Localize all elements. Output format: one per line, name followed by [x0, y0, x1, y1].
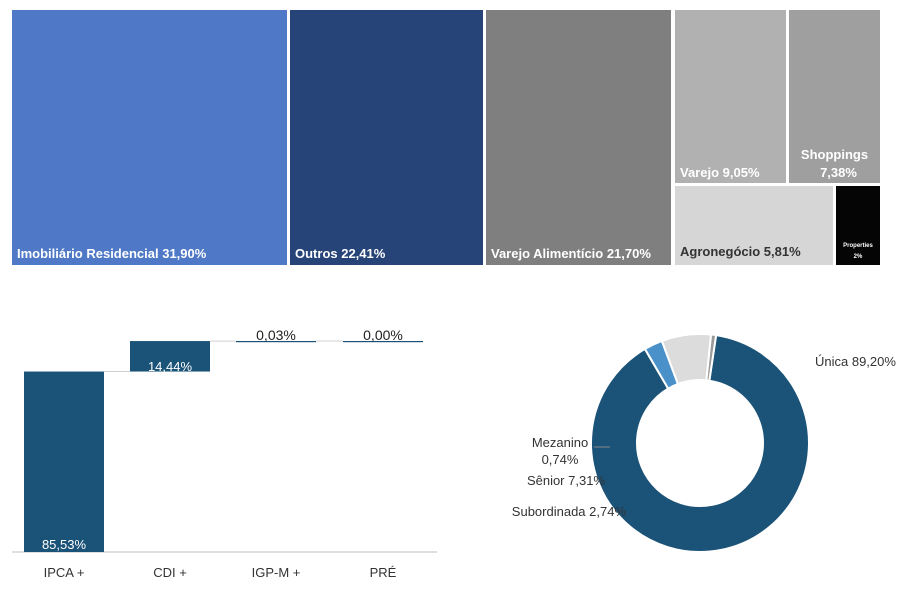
treemap-tile	[675, 186, 833, 265]
treemap-tile	[675, 10, 786, 183]
bar-data-label: 0,00%	[363, 327, 403, 343]
treemap-tile-label: Varejo Alimentício 21,70%	[491, 246, 651, 261]
x-tick-label: PRÉ	[370, 565, 397, 580]
treemap-tile	[789, 10, 880, 183]
waterfall-bar	[130, 341, 210, 372]
treemap-tile-label: Imobiliário Residencial 31,90%	[17, 246, 207, 261]
treemap-tile	[836, 186, 880, 265]
waterfall-bar	[343, 341, 423, 343]
bar-data-label: 85,53%	[42, 537, 87, 552]
treemap-tile	[486, 10, 671, 265]
slice-label: Mezanino	[532, 435, 588, 450]
x-tick-label: CDI +	[153, 565, 187, 580]
donut-slice	[590, 334, 810, 553]
treemap-tile	[290, 10, 483, 265]
waterfall-chart: 85,53% 14,44% 0,03% 0,00% IPCA + CDI + IGP-M +…	[12, 327, 437, 580]
treemap-tile	[12, 10, 287, 265]
waterfall-bar	[24, 371, 104, 552]
slice-label: Única 89,20%	[815, 354, 896, 369]
x-tick-label: IPCA +	[44, 565, 85, 580]
slice-label: Subordinada 2,74%	[512, 504, 627, 519]
treemap-tile-label: Properties	[843, 243, 873, 249]
donut-chart: Única 89,20% Subordinada 2,74% Sênior 7,31…	[512, 333, 896, 553]
treemap-tile-label: Outros 22,41%	[295, 246, 386, 261]
slice-label: 0,74%	[542, 452, 579, 467]
treemap-chart: Imobiliário Residencial 31,90% Outros 22,…	[12, 10, 880, 265]
treemap-tile-label: Varejo 9,05%	[680, 165, 760, 180]
treemap-tile-label: Shoppings	[801, 147, 868, 162]
bar-data-label: 0,03%	[256, 327, 296, 343]
waterfall-bar	[236, 341, 316, 343]
slice-label: Sênior 7,31%	[527, 473, 605, 488]
bar-data-label: 14,44%	[148, 359, 193, 374]
treemap-tile-label: Agronegócio 5,81%	[680, 244, 801, 259]
treemap-tile-label: 7,38%	[820, 165, 857, 180]
x-tick-label: IGP-M +	[252, 565, 301, 580]
donut-slice	[705, 333, 718, 382]
treemap-tile-label: 2%	[854, 254, 863, 260]
